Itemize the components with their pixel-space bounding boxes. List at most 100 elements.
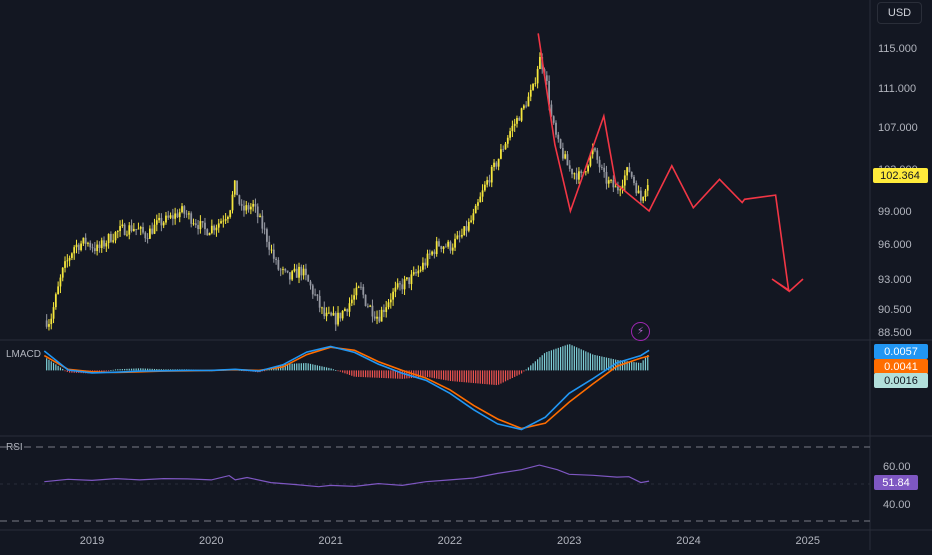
candle[interactable] [364,294,367,306]
candle[interactable] [573,173,576,175]
candle[interactable] [545,75,548,82]
candle[interactable] [330,312,333,316]
candle[interactable] [247,205,250,210]
candle[interactable] [114,232,117,241]
candle[interactable] [275,258,277,260]
candle[interactable] [614,186,617,188]
candle[interactable] [155,220,158,225]
candle[interactable] [376,316,378,319]
candle[interactable] [311,285,314,295]
candle[interactable] [461,235,463,237]
candle[interactable] [84,237,87,244]
candle[interactable] [426,253,429,266]
candle[interactable] [378,316,381,322]
candle[interactable] [316,294,319,296]
candle[interactable] [80,243,82,251]
rsi-pane[interactable]: RSI 60.00 40.00 51.84 [0,442,918,522]
candle[interactable] [153,224,156,234]
candle[interactable] [142,227,144,233]
candle[interactable] [206,229,209,236]
candle[interactable] [236,180,238,196]
candle[interactable] [438,241,440,247]
candle[interactable] [626,167,629,176]
candle[interactable] [183,206,186,214]
candle[interactable] [178,212,181,218]
candle[interactable] [566,154,569,166]
candle[interactable] [635,182,638,194]
candle[interactable] [181,206,183,213]
candle[interactable] [529,89,532,97]
candle[interactable] [483,184,486,191]
candle[interactable] [110,234,112,242]
candle[interactable] [371,305,374,317]
candle[interactable] [410,274,413,285]
candle[interactable] [373,316,376,319]
candle[interactable] [119,226,121,232]
price-pane[interactable]: 115.000111.000107.000103.00099.00096.000… [45,33,928,339]
candle[interactable] [300,266,303,276]
candle[interactable] [417,270,420,274]
candle[interactable] [522,105,525,109]
candle[interactable] [456,235,459,239]
candle[interactable] [325,312,328,317]
candle[interactable] [355,287,358,296]
candle[interactable] [305,268,307,276]
candle[interactable] [366,305,369,307]
candle[interactable] [270,249,273,251]
candle[interactable] [197,225,199,230]
candle[interactable] [261,215,264,229]
candle[interactable] [302,268,305,276]
candle[interactable] [293,268,296,272]
candle[interactable] [282,269,284,270]
candle[interactable] [59,277,62,287]
candle[interactable] [644,190,647,197]
candle[interactable] [45,320,48,327]
candles-group[interactable] [45,52,649,332]
candle[interactable] [472,213,475,221]
candle[interactable] [584,171,587,173]
candle[interactable] [587,165,590,172]
candle[interactable] [309,281,312,286]
candle[interactable] [639,190,642,201]
candle[interactable] [465,226,468,231]
candle[interactable] [610,180,612,181]
candle[interactable] [603,167,606,172]
candle[interactable] [144,232,147,239]
candle[interactable] [75,244,78,248]
candle[interactable] [89,242,92,248]
candle[interactable] [580,171,583,174]
candle[interactable] [334,313,337,325]
candle[interactable] [48,324,50,327]
candle[interactable] [71,253,73,258]
candle[interactable] [509,131,512,138]
candle[interactable] [442,246,445,250]
candle[interactable] [185,213,188,215]
candle[interactable] [479,196,482,203]
candle[interactable] [399,283,401,285]
candle[interactable] [57,286,60,295]
candle[interactable] [513,123,516,126]
candle[interactable] [392,291,394,300]
candle[interactable] [394,287,397,292]
candle[interactable] [158,217,160,221]
candle[interactable] [194,223,197,226]
candle[interactable] [332,313,335,316]
candle[interactable] [54,294,57,308]
candle[interactable] [174,213,177,219]
candle[interactable] [428,253,431,255]
candle[interactable] [291,271,294,280]
candle[interactable] [454,238,456,248]
candle[interactable] [646,185,649,191]
candle[interactable] [598,159,601,168]
candle[interactable] [387,302,390,308]
candle[interactable] [188,213,190,215]
candle[interactable] [433,251,436,255]
candle[interactable] [536,69,539,84]
candle[interactable] [243,205,245,211]
candle[interactable] [600,167,603,169]
candle[interactable] [628,167,631,172]
candle[interactable] [575,173,578,180]
candle[interactable] [151,228,154,234]
candle[interactable] [227,216,229,220]
candle[interactable] [116,231,119,233]
